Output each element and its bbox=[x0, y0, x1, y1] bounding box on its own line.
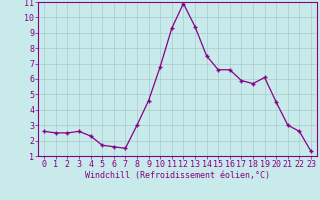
X-axis label: Windchill (Refroidissement éolien,°C): Windchill (Refroidissement éolien,°C) bbox=[85, 171, 270, 180]
